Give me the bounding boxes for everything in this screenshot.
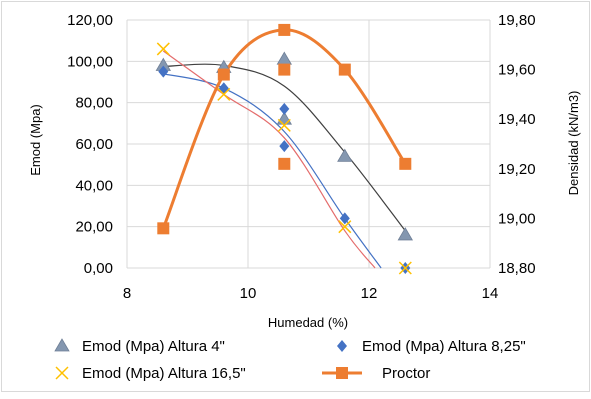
axes-layer: 0,00 20,00 40,00 60,00 80,00 100,00 120,00 18,8… bbox=[67, 12, 535, 302]
gridlines bbox=[126, 19, 491, 269]
y2-tick-label: 19,20 bbox=[498, 161, 536, 178]
legend-label: Emod (Mpa) Altura 8,25" bbox=[362, 338, 526, 355]
data-point-series-2 bbox=[217, 87, 231, 101]
x-marker-stroke bbox=[156, 42, 170, 56]
data-point-series-0 bbox=[397, 227, 413, 241]
y2-axis-title: Densidad (kN/m3) bbox=[566, 91, 581, 196]
x-tick-label: 10 bbox=[240, 285, 257, 302]
data-point-series-3 bbox=[217, 68, 230, 81]
data-point-series-1 bbox=[158, 65, 169, 78]
data-point-series-3 bbox=[338, 63, 351, 76]
legend-marker bbox=[55, 366, 69, 380]
x-marker-stroke bbox=[217, 87, 231, 101]
y-axis-title: Emod (Mpa) bbox=[28, 104, 43, 176]
x-tick-label: 14 bbox=[482, 285, 499, 302]
x-marker-stroke bbox=[277, 118, 291, 132]
legend: Emod (Mpa) Altura 4" Emod (Mpa) Altura 8,… bbox=[54, 338, 526, 382]
legend-marker bbox=[337, 340, 347, 352]
data-point-series-1 bbox=[279, 140, 290, 153]
y-tick-label: 0,00 bbox=[84, 260, 113, 277]
legend-label: Proctor bbox=[382, 365, 430, 382]
legend-marker bbox=[336, 367, 348, 379]
legend-label: Emod (Mpa) Altura 4" bbox=[82, 338, 225, 355]
y-tick-label: 40,00 bbox=[75, 177, 113, 194]
legend-label: Emod (Mpa) Altura 16,5" bbox=[82, 365, 246, 382]
y2-tick-label: 19,80 bbox=[498, 12, 536, 29]
legend-item: Emod (Mpa) Altura 16,5" bbox=[55, 365, 246, 382]
x-marker-stroke bbox=[338, 220, 352, 234]
data-point-series-3 bbox=[157, 222, 170, 235]
legend-item: Emod (Mpa) Altura 4" bbox=[54, 338, 225, 355]
data-point-series-3 bbox=[278, 157, 291, 170]
y-tick-label: 100,00 bbox=[67, 53, 113, 70]
chart-frame bbox=[1, 1, 590, 392]
x-marker-stroke bbox=[398, 261, 412, 275]
x-axis-title: Humedad (%) bbox=[268, 315, 348, 330]
data-point-series-2 bbox=[338, 220, 352, 234]
y-tick-label: 120,00 bbox=[67, 12, 113, 29]
y2-tick-label: 18,80 bbox=[498, 260, 536, 277]
data-point-series-1 bbox=[279, 102, 290, 115]
y-tick-label: 60,00 bbox=[75, 136, 113, 153]
data-point-series-2 bbox=[398, 261, 412, 275]
trendline-1 bbox=[163, 73, 382, 269]
legend-item: Emod (Mpa) Altura 8,25" bbox=[337, 338, 526, 355]
x-tick-label: 8 bbox=[123, 285, 131, 302]
y2-tick-label: 19,00 bbox=[498, 210, 536, 227]
legend-marker bbox=[54, 338, 70, 352]
data-point-series-2 bbox=[156, 42, 170, 56]
x-marker-stroke bbox=[55, 366, 69, 380]
y2-tick-label: 19,60 bbox=[498, 62, 536, 79]
trendline-0 bbox=[163, 63, 406, 232]
legend-item: Proctor bbox=[322, 365, 430, 382]
y-tick-label: 20,00 bbox=[75, 219, 113, 236]
trendline-2 bbox=[162, 50, 376, 269]
data-point-series-1 bbox=[339, 212, 350, 225]
data-point-series-3 bbox=[278, 23, 291, 36]
y-tick-label: 80,00 bbox=[75, 95, 113, 112]
y2-tick-label: 19,40 bbox=[498, 111, 536, 128]
data-point-series-0 bbox=[337, 148, 353, 162]
data-point-series-3 bbox=[278, 63, 291, 76]
data-point-series-3 bbox=[399, 157, 412, 170]
data-point-series-2 bbox=[277, 118, 291, 132]
x-tick-label: 12 bbox=[361, 285, 378, 302]
series-layer bbox=[155, 23, 413, 275]
